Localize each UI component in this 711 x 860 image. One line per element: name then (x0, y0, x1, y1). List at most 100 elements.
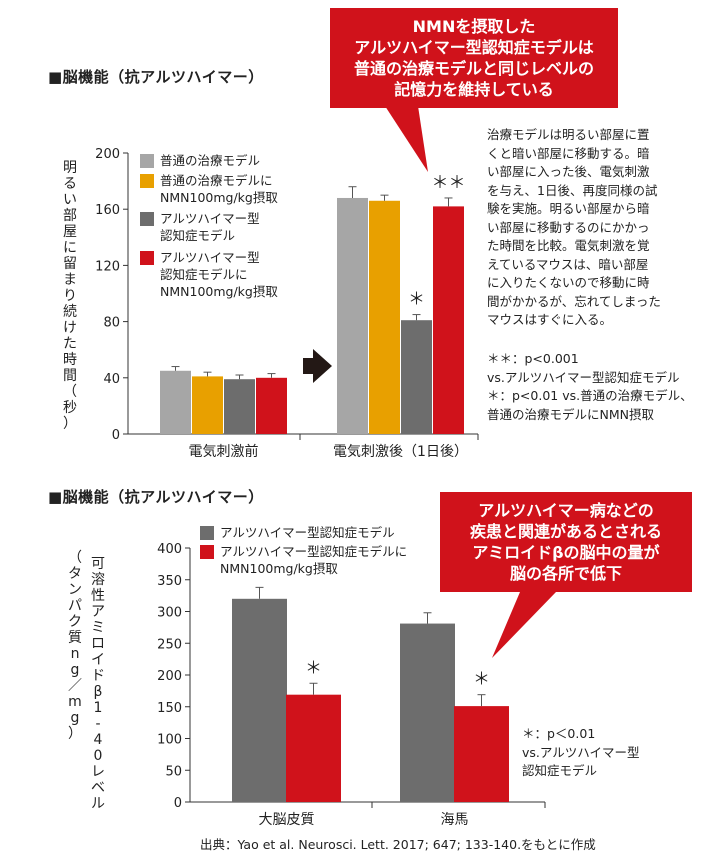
y-axis-label-char: パ (68, 598, 82, 614)
y-axis-label-char: n (70, 646, 80, 662)
y-axis-label-char: 4 (93, 732, 103, 748)
legend-swatch (140, 174, 154, 188)
top-callout-line: アルツハイマー型認知症モデルは (354, 38, 594, 57)
y-axis-label-char: ま (63, 272, 77, 288)
significance-line: ＊：p<0.01 vs.普通の治療モデル、 (487, 388, 693, 403)
bar (400, 623, 455, 802)
y-tick-label: 0 (112, 428, 120, 443)
y-tick-label: 50 (165, 764, 182, 779)
y-tick-label: 150 (157, 701, 182, 716)
legend-label: NMN100mg/kg摂取 (160, 190, 278, 205)
note-line: 治療モデルは明るい部屋に置 (487, 127, 650, 142)
y-axis-label-char: 部 (63, 208, 77, 224)
y-axis-label-char: 時 (63, 352, 77, 368)
legend-swatch (200, 526, 214, 540)
bar (369, 200, 400, 434)
legend-label: アルツハイマー型 (160, 211, 260, 226)
y-axis-label-char: ク (68, 614, 82, 630)
y-tick-label: 80 (103, 316, 120, 331)
bar (454, 706, 509, 802)
y-tick-label: 400 (157, 542, 182, 557)
y-axis-label-char: ／ (68, 678, 82, 694)
y-axis-label-char: ベ (91, 780, 105, 796)
significance-line: 認知症モデル (522, 763, 598, 778)
note-line: 験を実施。明るい部屋から暗 (487, 201, 650, 216)
note-line: マウスはすぐに入る。 (487, 312, 613, 327)
y-axis-label-char: m (68, 694, 82, 710)
bottom-callout-line: アミロイドβの脳中の量が (472, 543, 660, 562)
y-axis-label-char: ） (68, 726, 82, 742)
top-method-note: 治療モデルは明るい部屋に置 くと暗い部屋に移動する。暗 い部屋に入った後、電気刺… (487, 126, 661, 330)
note-line: 間がかかるが、忘れてしまった (487, 293, 661, 309)
y-tick-label: 200 (157, 669, 182, 684)
top-callout-line: NMNを摂取した (412, 17, 536, 36)
y-tick-label: 200 (95, 147, 120, 162)
x-category-label: 電気刺激後（1日後） (333, 443, 468, 460)
y-axis-label-char: る (63, 176, 77, 192)
bar (232, 598, 287, 802)
y-axis-label-char: ア (91, 604, 105, 620)
right-arrow-icon (303, 349, 332, 383)
y-axis-label-char: 可 (91, 556, 105, 572)
significance-line: vs.アルツハイマー型認知症モデル (487, 369, 680, 385)
bar (224, 379, 255, 434)
bottom-section-title: ■脳機能（抗アルツハイマー） (48, 488, 264, 506)
y-axis-label-char: 0 (93, 748, 103, 764)
y-axis-label-char: 1 (93, 700, 103, 716)
y-tick-label: 100 (157, 733, 182, 748)
significance-mark: ＊ (408, 290, 425, 310)
note-line: を与え、1日後、再度同様の試 (487, 182, 658, 198)
source-citation: 出典：Yao et al. Neurosci. Lett. 2017; 647;… (200, 837, 596, 852)
note-line: い部屋に移動するのにかかっ (487, 219, 650, 235)
y-tick-label: 300 (157, 606, 182, 621)
legend-swatch (140, 251, 154, 265)
note-line: くと暗い部屋に移動する。暗 (487, 145, 650, 161)
legend-label: NMN100mg/kg摂取 (160, 284, 278, 299)
y-tick-label: 250 (157, 637, 182, 652)
y-axis-label-char: ‐ (95, 716, 101, 732)
legend-swatch (200, 545, 214, 559)
y-axis-label-char: g (70, 710, 80, 726)
legend-swatch (140, 154, 154, 168)
bottom-y-axis-label: 可溶性アミロイド β 1‐4 0 レベル (88, 556, 108, 812)
y-axis-label-char: 秒 (63, 400, 77, 416)
legend-label: 認知症モデルに (160, 267, 248, 282)
top-significance-note: ＊＊：p<0.001 vs.アルツハイマー型認知症モデル ＊：p<0.01 vs… (487, 350, 693, 424)
y-axis-label-char: ル (91, 796, 105, 812)
bar (433, 206, 464, 434)
note-line: い部屋に入った後、電気刺激 (487, 164, 650, 179)
y-axis-label-char: イ (91, 652, 105, 668)
y-tick-label: 120 (95, 259, 120, 274)
y-axis-label-char: タ (68, 566, 82, 582)
legend-label: 普通の治療モデルに (160, 173, 273, 188)
bottom-callout: アルツハイマー病などの 疾患と関連があるとされる アミロイドβの脳中の量が 脳の… (440, 492, 692, 592)
y-tick-label: 0 (174, 796, 182, 811)
y-axis-label-char: け (63, 320, 77, 336)
top-y-axis-label: 明るい部屋に留まり続けた時間（秒） (60, 160, 80, 432)
x-category-label: 電気刺激前 (189, 443, 259, 460)
bar (401, 320, 432, 434)
significance-mark: ＊ (305, 658, 322, 678)
y-axis-label-char: 明 (63, 160, 77, 176)
y-axis-label-char: た (63, 336, 77, 352)
y-tick-label: 350 (157, 574, 182, 589)
y-axis-label-char: （ (63, 384, 77, 400)
bottom-y-axis-label-sub: （タンパク質 n g ／ m g） (66, 550, 84, 742)
y-axis-label-char: 溶 (91, 572, 105, 588)
legend-label: アルツハイマー型認知症モデル (220, 525, 395, 540)
significance-mark: ＊ (473, 670, 490, 690)
x-category-label: 海馬 (441, 812, 469, 828)
y-axis-label-char: り (63, 288, 77, 304)
top-callout: NMNを摂取した アルツハイマー型認知症モデルは 普通の治療モデルと同じレベルの… (330, 8, 618, 108)
bar (337, 197, 368, 434)
y-axis-label-char: β (93, 684, 103, 700)
legend-label: NMN100mg/kg摂取 (220, 561, 338, 576)
significance-line: ＊：p＜0.01 (522, 726, 596, 741)
y-axis-label-char: ミ (91, 620, 105, 636)
y-axis-label-char: ） (63, 416, 77, 432)
legend-label: アルツハイマー型認知症モデルに (220, 544, 408, 559)
y-axis-label-char: ン (68, 582, 82, 598)
top-section-title: ■脳機能（抗アルツハイマー） (48, 68, 264, 86)
bar (160, 370, 191, 434)
